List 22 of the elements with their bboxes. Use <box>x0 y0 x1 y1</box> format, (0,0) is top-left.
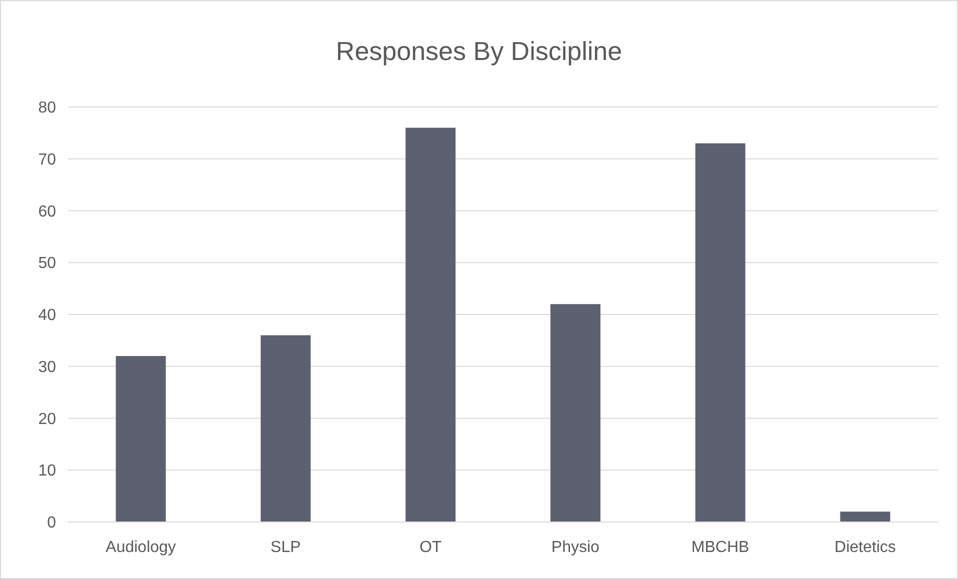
y-tick-label: 70 <box>38 151 56 168</box>
x-tick-label: Dietetics <box>834 539 896 556</box>
bar <box>840 512 890 522</box>
bar <box>695 143 746 522</box>
y-tick-label: 40 <box>38 307 56 324</box>
x-tick-label: Physio <box>551 539 600 556</box>
y-tick-label: 0 <box>47 514 56 532</box>
x-tick-label: MBCHB <box>691 539 750 556</box>
x-tick-label: OT <box>419 539 442 556</box>
bar <box>406 128 456 522</box>
chart-title: Responses By Discipline <box>336 36 622 66</box>
bar <box>116 356 166 522</box>
y-tick-label: 20 <box>38 410 56 428</box>
y-tick-label: 10 <box>38 462 56 480</box>
y-tick-label: 30 <box>38 358 56 376</box>
x-tick-label: SLP <box>270 539 301 556</box>
y-tick-label: 50 <box>38 255 56 272</box>
y-tick-label: 60 <box>38 203 56 220</box>
x-tick-label: Audiology <box>106 539 176 556</box>
bar <box>550 304 600 522</box>
y-tick-label: 80 <box>38 100 56 117</box>
bar <box>260 335 311 522</box>
